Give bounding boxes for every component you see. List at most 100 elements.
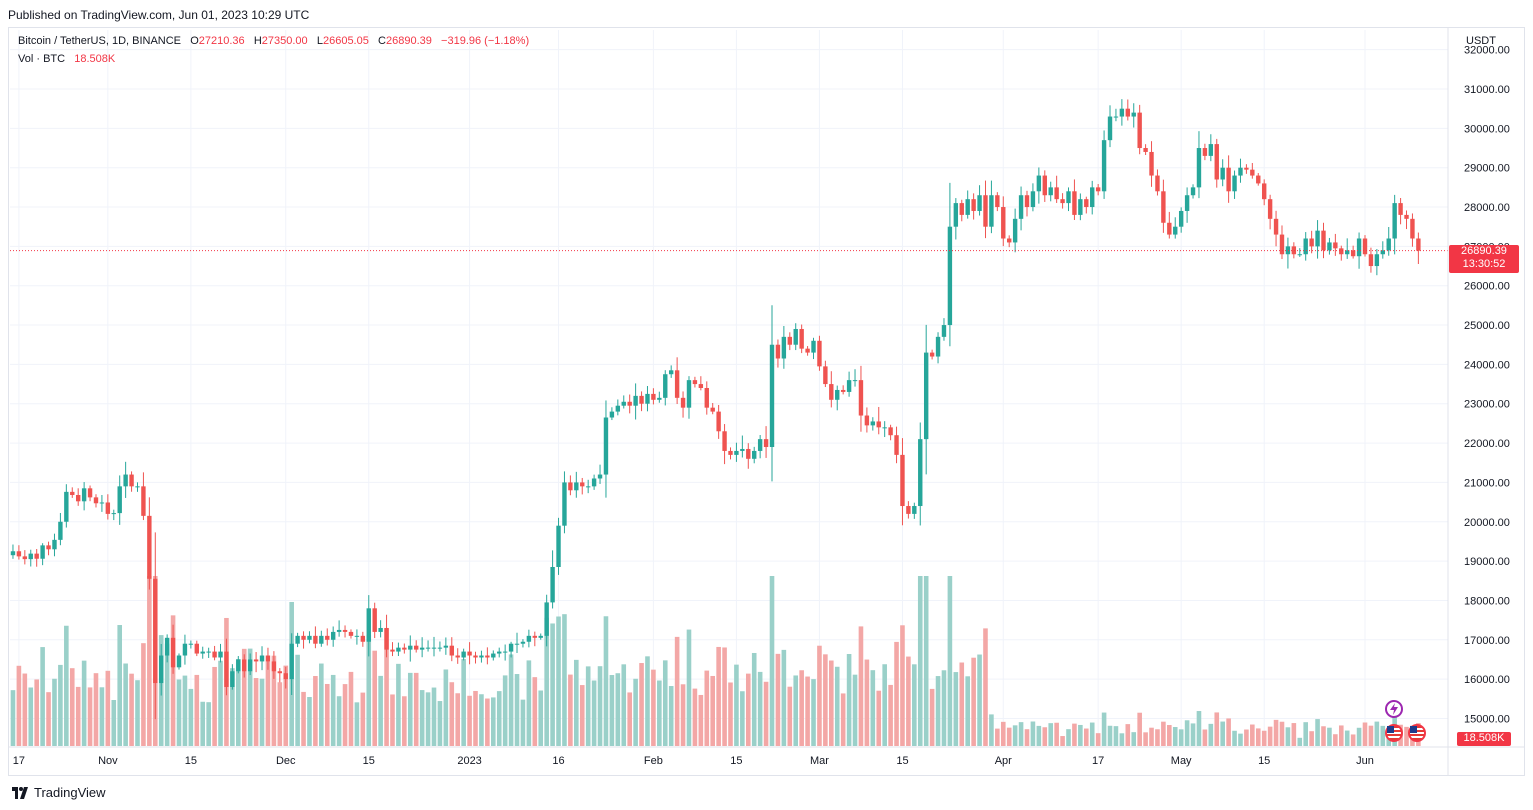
volume-bar <box>1196 711 1202 746</box>
candle-body <box>1285 246 1291 255</box>
price-tick-label: 16000.00 <box>1464 674 1510 686</box>
lightning-icon[interactable] <box>1385 700 1403 718</box>
candle-body <box>230 671 235 687</box>
us-flag-icon[interactable] <box>1385 724 1403 742</box>
candle-body <box>603 417 609 475</box>
candle-body <box>793 328 798 345</box>
candle-body <box>283 673 288 680</box>
candles <box>10 99 1421 720</box>
candle-body <box>206 651 211 653</box>
candle-body <box>556 525 561 567</box>
volume-bar <box>99 687 105 746</box>
volume-bar <box>959 662 965 746</box>
volume-bar <box>591 680 597 746</box>
candle-body <box>58 521 63 540</box>
volume-bar <box>271 655 277 746</box>
candle-body <box>372 608 377 632</box>
volume-bar <box>330 674 336 746</box>
volume-bar <box>396 663 401 746</box>
countdown-value: 13:30:52 <box>1462 257 1506 270</box>
candle-body <box>93 497 99 504</box>
volume-bar <box>455 693 461 746</box>
candle-body <box>876 421 881 428</box>
volume-bar <box>817 645 822 746</box>
volume-bar <box>722 647 727 746</box>
volume-bar <box>253 678 259 746</box>
volume-bar <box>686 629 692 746</box>
candle-body <box>609 411 615 418</box>
volume-legend: Vol · BTC 18.508K <box>18 53 115 65</box>
volume-bar <box>22 673 28 746</box>
volume-bar <box>259 678 265 746</box>
published-caption: Published on TradingView.com, Jun 01, 20… <box>8 8 310 22</box>
volume-bar <box>16 665 22 746</box>
volume-bar <box>1095 733 1101 746</box>
candle-body <box>668 370 674 375</box>
volume-bar <box>1261 730 1267 746</box>
candle-body <box>414 645 419 650</box>
price-tick-label: 31000.00 <box>1464 84 1510 96</box>
volume-bar <box>941 670 947 746</box>
candle-body <box>70 491 75 496</box>
volume-bar <box>1273 719 1279 746</box>
candle-body <box>1178 210 1184 227</box>
volume-bars <box>10 576 1421 746</box>
candle-body <box>1042 175 1047 196</box>
candle-body <box>953 203 959 227</box>
volume-bar <box>912 664 917 746</box>
volume-bar <box>449 682 455 746</box>
volume-bar <box>716 646 721 746</box>
volume-bar <box>639 663 644 746</box>
candle-body <box>111 513 116 515</box>
candle-body <box>28 553 33 560</box>
candle-body <box>639 395 644 404</box>
currency-label: USDT <box>1466 35 1496 47</box>
candle-body <box>87 488 93 498</box>
volume-bar <box>1018 722 1024 746</box>
volume-bar <box>508 654 514 746</box>
candle-body <box>1054 187 1059 200</box>
chart-frame <box>8 27 1525 776</box>
price-tick-label: 29000.00 <box>1464 163 1510 175</box>
volume-bar <box>52 678 57 746</box>
volume-bar <box>1226 718 1231 746</box>
volume-bar <box>419 690 425 746</box>
candle-body <box>544 602 549 636</box>
volume-bar <box>532 677 538 746</box>
volume-bar <box>135 680 140 746</box>
volume-bar <box>823 654 828 746</box>
candle-body <box>1131 112 1136 117</box>
candle-body <box>164 637 170 656</box>
volume-bar <box>1244 729 1249 746</box>
volume-bar <box>657 680 662 746</box>
volume-bar <box>1362 722 1368 746</box>
volume-bar <box>556 616 561 746</box>
volume-bar <box>1291 723 1297 746</box>
candle-body <box>46 545 51 550</box>
candle-body <box>971 199 976 211</box>
last-price-value: 26890.39 <box>1461 244 1507 257</box>
candle-body <box>479 655 484 658</box>
volume-bar <box>775 653 781 746</box>
candle-body <box>532 635 538 638</box>
volume-bar <box>490 697 496 746</box>
candle-body <box>425 647 431 649</box>
candle-body <box>597 474 603 479</box>
us-flag-icon[interactable] <box>1408 724 1426 742</box>
candle-body <box>485 655 490 658</box>
volume-bar <box>425 692 431 746</box>
volume-bar <box>846 654 852 746</box>
candle-body <box>1018 195 1024 219</box>
time-tick-label: Jun <box>1356 755 1374 767</box>
volume-bar <box>1066 729 1071 746</box>
candle-body <box>829 384 834 400</box>
candle-body <box>835 389 840 400</box>
price-tick-label: 23000.00 <box>1464 399 1510 411</box>
volume-bar <box>995 728 1000 746</box>
volume-bar <box>983 628 988 746</box>
volume-bar <box>40 647 45 746</box>
candle-body <box>1256 175 1261 184</box>
volume-bar <box>58 664 63 746</box>
candle-body <box>313 635 318 644</box>
